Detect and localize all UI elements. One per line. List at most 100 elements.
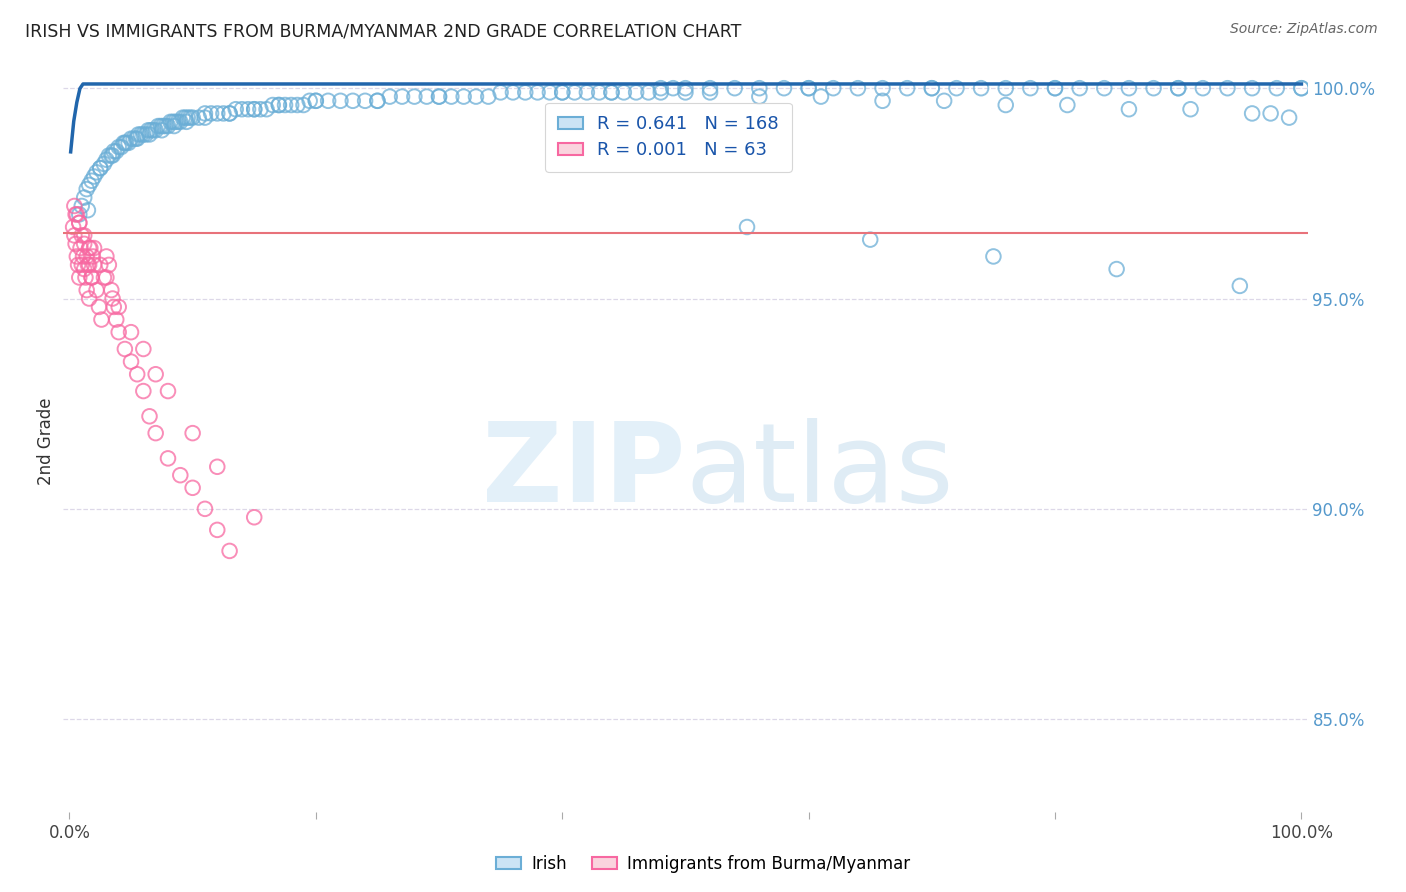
Point xyxy=(613,86,636,100)
Point xyxy=(207,106,229,120)
Point xyxy=(114,342,136,356)
Point xyxy=(1043,81,1066,95)
Point xyxy=(132,128,155,142)
Point xyxy=(194,111,217,125)
Point xyxy=(329,94,352,108)
Point xyxy=(73,228,96,243)
Legend: R = 0.641   N = 168, R = 0.001   N = 63: R = 0.641 N = 168, R = 0.001 N = 63 xyxy=(546,103,792,172)
Point xyxy=(200,106,222,120)
Point xyxy=(810,89,832,103)
Point xyxy=(316,94,339,108)
Point xyxy=(1265,81,1288,95)
Point xyxy=(699,86,721,100)
Point xyxy=(1180,102,1202,116)
Point xyxy=(96,153,118,167)
Point xyxy=(236,102,259,116)
Point xyxy=(921,81,943,95)
Point xyxy=(76,182,98,196)
Point xyxy=(526,86,548,100)
Point xyxy=(1092,81,1115,95)
Point xyxy=(735,219,758,234)
Point xyxy=(1278,111,1301,125)
Point xyxy=(1291,81,1313,95)
Point xyxy=(86,283,108,297)
Point xyxy=(69,241,91,255)
Point xyxy=(262,98,284,112)
Point xyxy=(132,384,155,398)
Point xyxy=(1216,81,1239,95)
Point xyxy=(72,250,94,264)
Point xyxy=(1056,98,1078,112)
Point xyxy=(194,501,217,516)
Point xyxy=(366,94,388,108)
Point xyxy=(105,145,128,159)
Point xyxy=(415,89,437,103)
Point xyxy=(65,236,87,251)
Point xyxy=(105,312,128,326)
Point xyxy=(305,94,328,108)
Point xyxy=(146,119,169,133)
Point xyxy=(292,98,315,112)
Point xyxy=(1118,102,1140,116)
Point xyxy=(256,102,278,116)
Point xyxy=(218,106,240,120)
Point xyxy=(100,283,122,297)
Point xyxy=(97,258,120,272)
Point xyxy=(165,115,187,129)
Point xyxy=(274,98,297,112)
Y-axis label: 2nd Grade: 2nd Grade xyxy=(37,398,55,485)
Point xyxy=(112,136,135,150)
Point xyxy=(650,86,672,100)
Point xyxy=(453,89,475,103)
Point xyxy=(70,199,93,213)
Point xyxy=(194,106,217,120)
Point xyxy=(1019,81,1042,95)
Point xyxy=(285,98,308,112)
Point xyxy=(87,300,110,314)
Point xyxy=(97,148,120,162)
Point xyxy=(243,102,266,116)
Point xyxy=(103,145,125,159)
Point xyxy=(132,342,155,356)
Point xyxy=(551,86,574,100)
Point xyxy=(624,86,647,100)
Point xyxy=(150,123,173,137)
Point xyxy=(637,86,659,100)
Point xyxy=(63,199,86,213)
Point xyxy=(489,86,512,100)
Point xyxy=(82,250,104,264)
Point xyxy=(110,140,132,154)
Point xyxy=(73,262,96,277)
Point xyxy=(231,102,253,116)
Point xyxy=(391,89,413,103)
Point xyxy=(66,250,89,264)
Point xyxy=(75,270,97,285)
Point xyxy=(502,86,524,100)
Point xyxy=(846,81,869,95)
Point xyxy=(66,207,89,221)
Point xyxy=(83,258,105,272)
Point xyxy=(77,292,100,306)
Point xyxy=(169,115,191,129)
Point xyxy=(600,86,623,100)
Point xyxy=(149,119,172,133)
Point xyxy=(93,270,115,285)
Point xyxy=(207,523,229,537)
Point xyxy=(427,89,450,103)
Point xyxy=(212,106,235,120)
Point xyxy=(1069,81,1091,95)
Point xyxy=(127,128,149,142)
Point xyxy=(76,250,98,264)
Point xyxy=(945,81,967,95)
Point xyxy=(155,119,177,133)
Point xyxy=(67,258,90,272)
Point xyxy=(127,368,149,382)
Point xyxy=(120,354,142,368)
Point xyxy=(115,136,138,150)
Point xyxy=(122,131,145,145)
Point xyxy=(120,325,142,339)
Point xyxy=(934,94,956,108)
Point xyxy=(823,81,845,95)
Point xyxy=(156,119,179,133)
Point xyxy=(1118,81,1140,95)
